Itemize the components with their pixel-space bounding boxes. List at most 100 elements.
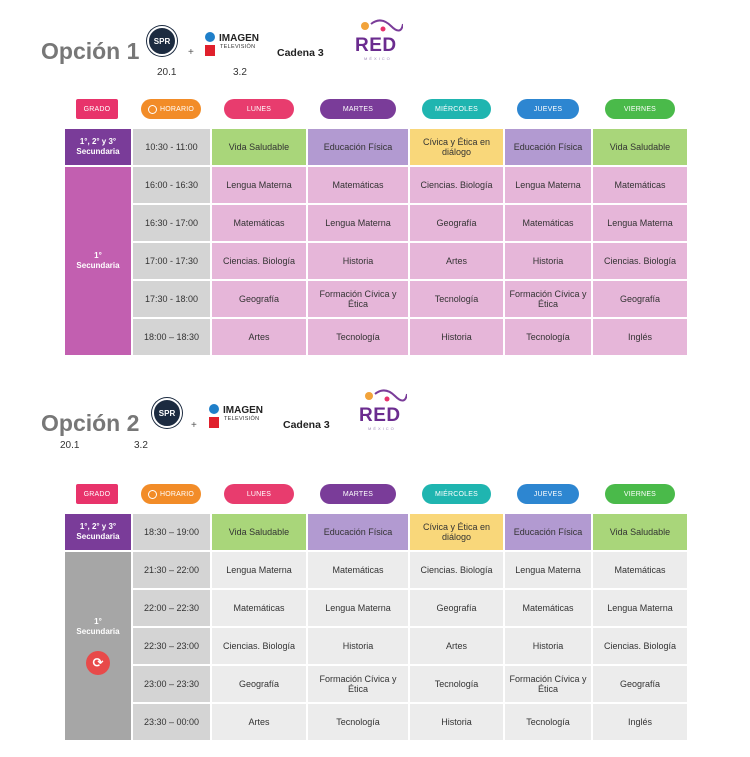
schedule-cell: Lengua Materna	[212, 167, 306, 203]
schedule-cell: Tecnología	[410, 281, 503, 317]
schedule-cell: Artes	[410, 243, 503, 279]
time-slot: 17:30 - 18:00	[133, 281, 210, 317]
time-slot: 10:30 - 11:00	[133, 129, 210, 165]
header-horario-label: HORARIO	[159, 105, 195, 113]
schedule-cell: Artes	[212, 319, 306, 355]
schedule-cell: Vida Saludable	[212, 514, 306, 550]
header-day-jueves: JUEVES	[517, 484, 579, 504]
schedule-cell: Ciencias. Biología	[212, 243, 306, 279]
schedule-cell: Educación Física	[308, 129, 408, 165]
red-swirl-icon	[361, 19, 403, 32]
schedule-cell: Lengua Materna	[505, 167, 591, 203]
imagen-channel: 3.2	[233, 67, 247, 78]
time-slot: 16:00 - 16:30	[133, 167, 210, 203]
schedule-cell: Geografía	[593, 666, 687, 702]
schedule-cell: Formación Cívica y Ética	[308, 666, 408, 702]
schedule-cell: Formación Cívica y Ética	[505, 666, 591, 702]
schedule-cell: Ciencias. Biología	[410, 167, 503, 203]
header-horario-label: HORARIO	[159, 490, 195, 498]
schedule-cell: Lengua Materna	[212, 552, 306, 588]
schedule-cell: Historia	[505, 243, 591, 279]
schedule-cell: Educación Física	[308, 514, 408, 550]
schedule-cell: Vida Saludable	[593, 129, 687, 165]
header-day-jueves: JUEVES	[517, 99, 579, 119]
schedule-cell: Tecnología	[505, 704, 591, 740]
imagen-logo: IMAGEN TELEVISIÓN	[203, 32, 273, 68]
imagen-wordmark: IMAGEN	[219, 33, 259, 44]
time-slot: 18:30 – 19:00	[133, 514, 210, 550]
schedule-cell: Matemáticas	[212, 590, 306, 626]
imagen-dot-icon	[205, 32, 215, 42]
schedule-cell: Inglés	[593, 704, 687, 740]
schedule-cell: Matemáticas	[308, 552, 408, 588]
red-subtitle: MÉXICO	[364, 56, 392, 61]
option-1-section: Opción 1 SPR 20.1 + IMAGEN TELEVISIÓN 3.…	[0, 0, 750, 360]
time-slot: 23:30 – 00:00	[133, 704, 210, 740]
imagen-subtitle: TELEVISIÓN	[220, 44, 256, 50]
schedule-cell: Geografía	[410, 590, 503, 626]
spr-logo: SPR	[147, 26, 177, 56]
imagen-logo: IMAGEN TELEVISIÓN	[207, 404, 277, 440]
schedule-cell: Cívica y Ética en diálogo	[410, 514, 503, 550]
option-title: Opción 2	[41, 410, 140, 436]
schedule-cell: Ciencias. Biología	[593, 628, 687, 664]
imagen-subtitle: TELEVISIÓN	[224, 416, 260, 422]
schedule-cell: Formación Cívica y Ética	[308, 281, 408, 317]
imagen-wordmark: IMAGEN	[223, 405, 263, 416]
schedule-cell: Inglés	[593, 319, 687, 355]
header-grado: GRADO	[76, 484, 118, 504]
schedule-cell: Tecnología	[410, 666, 503, 702]
schedule-cell: Tecnología	[308, 704, 408, 740]
header-day-martes: MARTES	[320, 484, 396, 504]
red-mexico-logo: RED MÉXICO	[359, 388, 411, 432]
grade-first-label: 1° Secundaria	[76, 617, 120, 636]
time-slot: 16:30 - 17:00	[133, 205, 210, 241]
schedule-cell: Artes	[212, 704, 306, 740]
clock-icon	[147, 489, 157, 499]
time-slot: 18:00 – 18:30	[133, 319, 210, 355]
clock-icon	[147, 104, 157, 114]
schedule-cell: Ciencias. Biología	[593, 243, 687, 279]
red-subtitle: MÉXICO	[368, 426, 396, 431]
header-day-viernes: VIERNES	[605, 99, 675, 119]
grade-first-label: 1° Secundaria	[76, 251, 120, 270]
schedule-cell: Cívica y Ética en diálogo	[410, 129, 503, 165]
schedule-cell: Lengua Materna	[308, 205, 408, 241]
header-day-miercoles: MIÉRCOLES	[422, 484, 491, 504]
imagen-dot-icon	[209, 404, 219, 414]
schedule-cell: Vida Saludable	[593, 514, 687, 550]
schedule-cell: Geografía	[212, 281, 306, 317]
schedule-cell: Matemáticas	[505, 590, 591, 626]
schedule-cell: Ciencias. Biología	[212, 628, 306, 664]
schedule-cell: Matemáticas	[593, 552, 687, 588]
time-slot: 17:00 - 17:30	[133, 243, 210, 279]
schedule-cell: Matemáticas	[593, 167, 687, 203]
schedule-cell: Artes	[410, 628, 503, 664]
red-wordmark: RED	[355, 35, 397, 56]
schedule-cell: Geografía	[593, 281, 687, 317]
grade-first: 1° Secundaria	[65, 167, 131, 355]
time-slot: 21:30 – 22:00	[133, 552, 210, 588]
header-day-miercoles: MIÉRCOLES	[422, 99, 491, 119]
spr-channel: 20.1	[157, 67, 177, 78]
schedule-cell: Lengua Materna	[505, 552, 591, 588]
schedule-cell: Lengua Materna	[308, 590, 408, 626]
red-mexico-logo: RED MÉXICO	[355, 18, 407, 62]
grade-all: 1°, 2° y 3° Secundaria	[65, 514, 131, 550]
schedule-cell: Lengua Materna	[593, 590, 687, 626]
schedule-cell: Tecnología	[308, 319, 408, 355]
schedule-cell: Geografía	[410, 205, 503, 241]
header-day-martes: MARTES	[320, 99, 396, 119]
header-day-viernes: VIERNES	[605, 484, 675, 504]
schedule-cell: Matemáticas	[505, 205, 591, 241]
schedule-cell: Formación Cívica y Ética	[505, 281, 591, 317]
schedule-cell: Matemáticas	[212, 205, 306, 241]
schedule-cell: Educación Física	[505, 514, 591, 550]
schedule-cell: Historia	[308, 243, 408, 279]
grade-all: 1°, 2° y 3° Secundaria	[65, 129, 131, 165]
red-wordmark: RED	[359, 405, 401, 426]
header-horario: HORARIO	[141, 99, 201, 119]
schedule-cell: Matemáticas	[308, 167, 408, 203]
red-swirl-icon	[365, 389, 407, 402]
